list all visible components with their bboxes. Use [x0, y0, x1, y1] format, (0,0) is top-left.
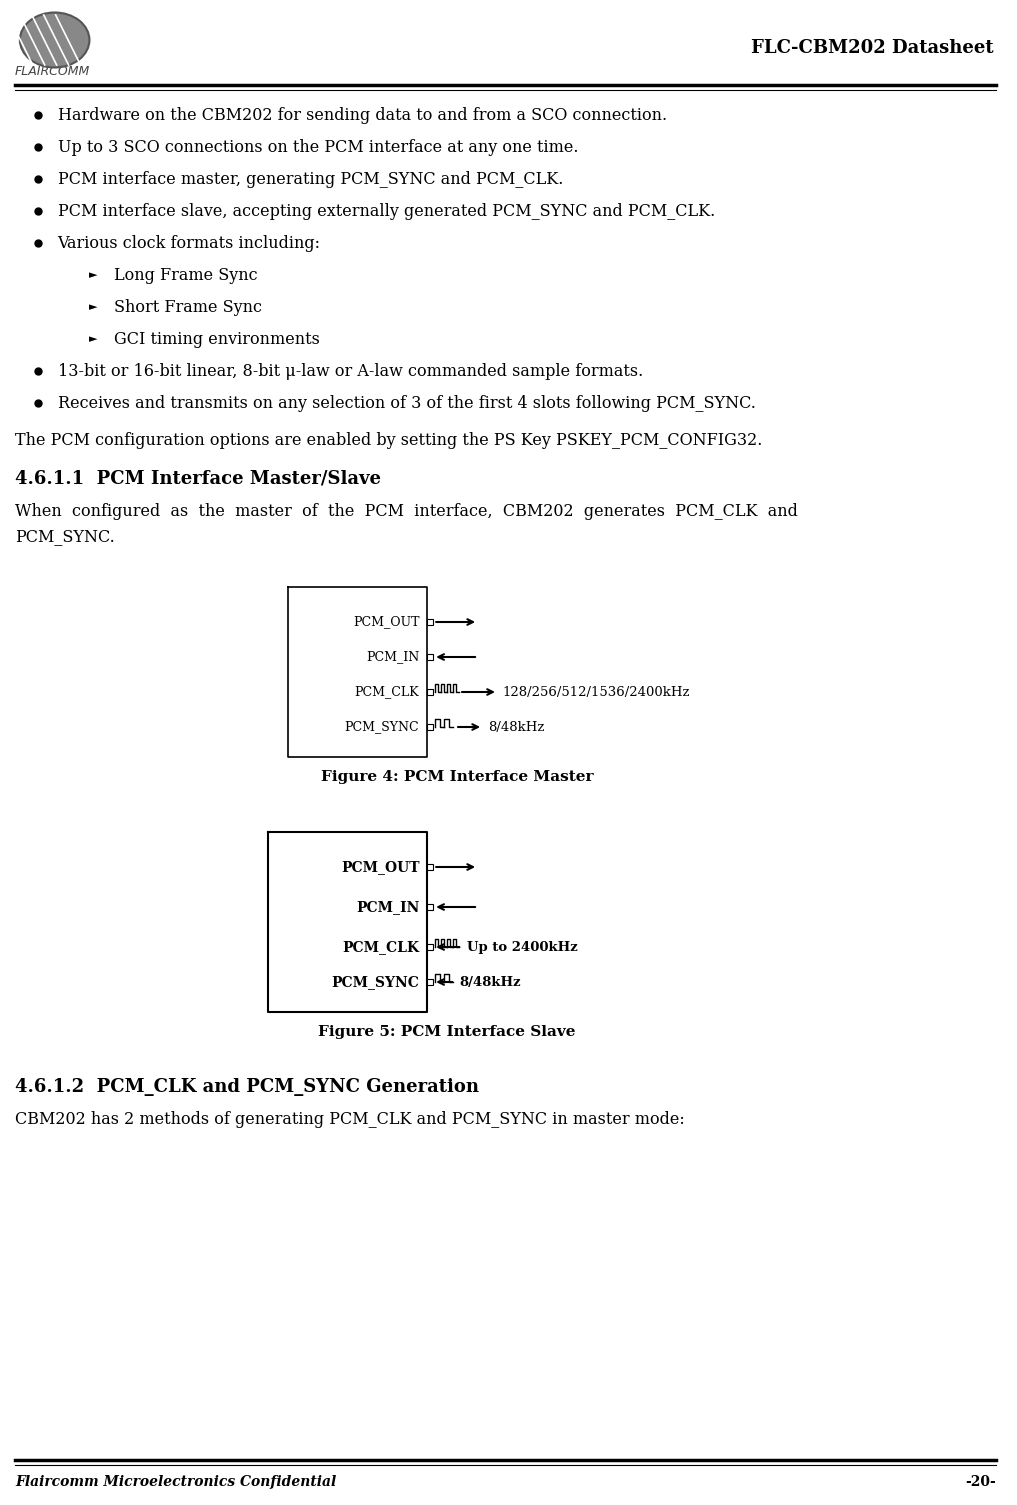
Text: CBM202 has 2 methods of generating PCM_CLK and PCM_SYNC in master mode:: CBM202 has 2 methods of generating PCM_C… [15, 1112, 684, 1129]
Text: Up to 3 SCO connections on the PCM interface at any one time.: Up to 3 SCO connections on the PCM inter… [58, 138, 578, 155]
Text: Short Frame Sync: Short Frame Sync [114, 298, 262, 316]
Text: 128/256/512/1536/2400kHz: 128/256/512/1536/2400kHz [502, 685, 691, 698]
Text: PCM interface slave, accepting externally generated PCM_SYNC and PCM_CLK.: PCM interface slave, accepting externall… [58, 203, 715, 220]
Text: PCM_OUT: PCM_OUT [353, 616, 419, 629]
Bar [427, 724, 433, 730]
Bar [427, 944, 433, 950]
Text: PCM_IN: PCM_IN [356, 900, 419, 914]
Text: When  configured  as  the  master  of  the  PCM  interface,  CBM202  generates  : When configured as the master of the PCM… [15, 503, 797, 519]
Text: PCM_OUT: PCM_OUT [341, 859, 419, 874]
Text: Various clock formats including:: Various clock formats including: [58, 235, 320, 251]
Text: Long Frame Sync: Long Frame Sync [114, 266, 258, 283]
Bar [427, 619, 433, 625]
Text: FLAIRCOMM: FLAIRCOMM [15, 65, 91, 78]
Text: PCM interface master, generating PCM_SYNC and PCM_CLK.: PCM interface master, generating PCM_SYN… [58, 170, 563, 188]
Text: PCM_SYNC: PCM_SYNC [345, 721, 419, 733]
Text: PCM_IN: PCM_IN [366, 650, 419, 664]
Bar [427, 689, 433, 695]
Text: PCM_CLK: PCM_CLK [355, 685, 419, 698]
Text: ►: ► [89, 334, 98, 345]
Text: PCM_SYNC.: PCM_SYNC. [15, 528, 115, 545]
Bar [427, 978, 433, 984]
Text: FLC-CBM202 Datasheet: FLC-CBM202 Datasheet [752, 39, 994, 57]
Text: 8/48kHz: 8/48kHz [488, 721, 544, 733]
Text: Figure 4: PCM Interface Master: Figure 4: PCM Interface Master [321, 771, 593, 784]
Text: Up to 2400kHz: Up to 2400kHz [467, 941, 578, 954]
Text: ►: ► [89, 269, 98, 280]
Text: PCM_CLK: PCM_CLK [343, 941, 419, 954]
Bar [427, 905, 433, 911]
Text: Flaircomm Microelectronics Confidential: Flaircomm Microelectronics Confidential [15, 1475, 337, 1488]
Text: Hardware on the CBM202 for sending data to and from a SCO connection.: Hardware on the CBM202 for sending data … [58, 107, 667, 123]
Text: ►: ► [89, 303, 98, 312]
Bar [427, 864, 433, 870]
Text: -20-: -20- [965, 1475, 996, 1488]
Text: 4.6.1.2  PCM_CLK and PCM_SYNC Generation: 4.6.1.2 PCM_CLK and PCM_SYNC Generation [15, 1078, 479, 1096]
Ellipse shape [20, 12, 89, 68]
Text: The PCM configuration options are enabled by setting the PS Key PSKEY_PCM_CONFIG: The PCM configuration options are enable… [15, 432, 763, 448]
Bar [427, 655, 433, 661]
Text: Figure 5: PCM Interface Slave: Figure 5: PCM Interface Slave [318, 1025, 576, 1038]
Text: Receives and transmits on any selection of 3 of the first 4 slots following PCM_: Receives and transmits on any selection … [58, 394, 756, 411]
Text: GCI timing environments: GCI timing environments [114, 331, 320, 348]
Text: 8/48kHz: 8/48kHz [459, 975, 521, 989]
Text: 13-bit or 16-bit linear, 8-bit μ-law or A-law commanded sample formats.: 13-bit or 16-bit linear, 8-bit μ-law or … [58, 363, 643, 379]
Text: 4.6.1.1  PCM Interface Master/Slave: 4.6.1.1 PCM Interface Master/Slave [15, 470, 381, 488]
Text: PCM_SYNC: PCM_SYNC [332, 975, 419, 989]
